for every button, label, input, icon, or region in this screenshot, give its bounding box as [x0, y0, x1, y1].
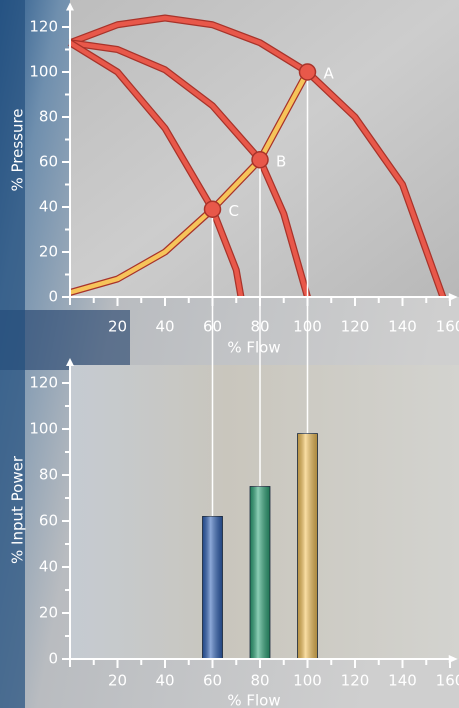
x-tick-label: 140 [388, 318, 417, 336]
x-tick-label: 20 [108, 672, 127, 690]
y-tick-label: 100 [29, 420, 58, 438]
bar-shine [297, 433, 318, 659]
y-tick-label: 20 [39, 604, 58, 622]
x-tick-label: 80 [250, 318, 269, 336]
y-tick-label: 40 [39, 558, 58, 576]
background-edge [0, 0, 25, 708]
x-tick-label: 60 [203, 672, 222, 690]
y-tick-label: 120 [29, 374, 58, 392]
curve [68, 40, 244, 298]
point [298, 63, 317, 81]
x-tick-label: 80 [250, 672, 269, 690]
y-tick-label: 100 [29, 63, 58, 81]
y-axis-title: % Pressure [9, 108, 27, 191]
y-tick-label: 20 [39, 243, 58, 261]
y-tick-label: 0 [48, 650, 58, 668]
y-axis-arrow [66, 358, 74, 366]
x-tick-label: 40 [155, 318, 174, 336]
x-tick-label: 120 [341, 672, 370, 690]
point-label: B [276, 152, 286, 170]
curve [69, 70, 310, 295]
y-tick-label: 60 [39, 153, 58, 171]
y-tick-label: 120 [29, 18, 58, 36]
x-tick-label: 120 [341, 318, 370, 336]
y-tick-label: 80 [39, 108, 58, 126]
x-tick-label: 20 [108, 318, 127, 336]
y-tick-label: 60 [39, 512, 58, 530]
x-tick-label: 160 [436, 672, 459, 690]
y-axis-arrow [66, 2, 74, 11]
y-axis-title: % Input Power [9, 455, 27, 564]
bar-shine [250, 486, 270, 659]
x-axis-title: % Flow [227, 692, 280, 708]
y-tick-label: 80 [39, 466, 58, 484]
curve [69, 15, 445, 298]
y-tick-label: 40 [39, 198, 58, 216]
point-label: C [229, 202, 239, 220]
point-label: A [324, 65, 335, 83]
point [203, 200, 222, 218]
x-tick-label: 140 [388, 672, 417, 690]
point [251, 151, 269, 169]
y-tick-label: 0 [48, 288, 58, 306]
bar-shine [202, 516, 223, 659]
x-tick-label: 60 [203, 318, 222, 336]
x-tick-label: 100 [293, 672, 322, 690]
x-axis-title: % Flow [227, 339, 280, 357]
x-tick-label: 100 [293, 318, 322, 336]
x-tick-label: 40 [155, 672, 174, 690]
curve [69, 40, 310, 298]
x-tick-label: 160 [436, 318, 459, 336]
